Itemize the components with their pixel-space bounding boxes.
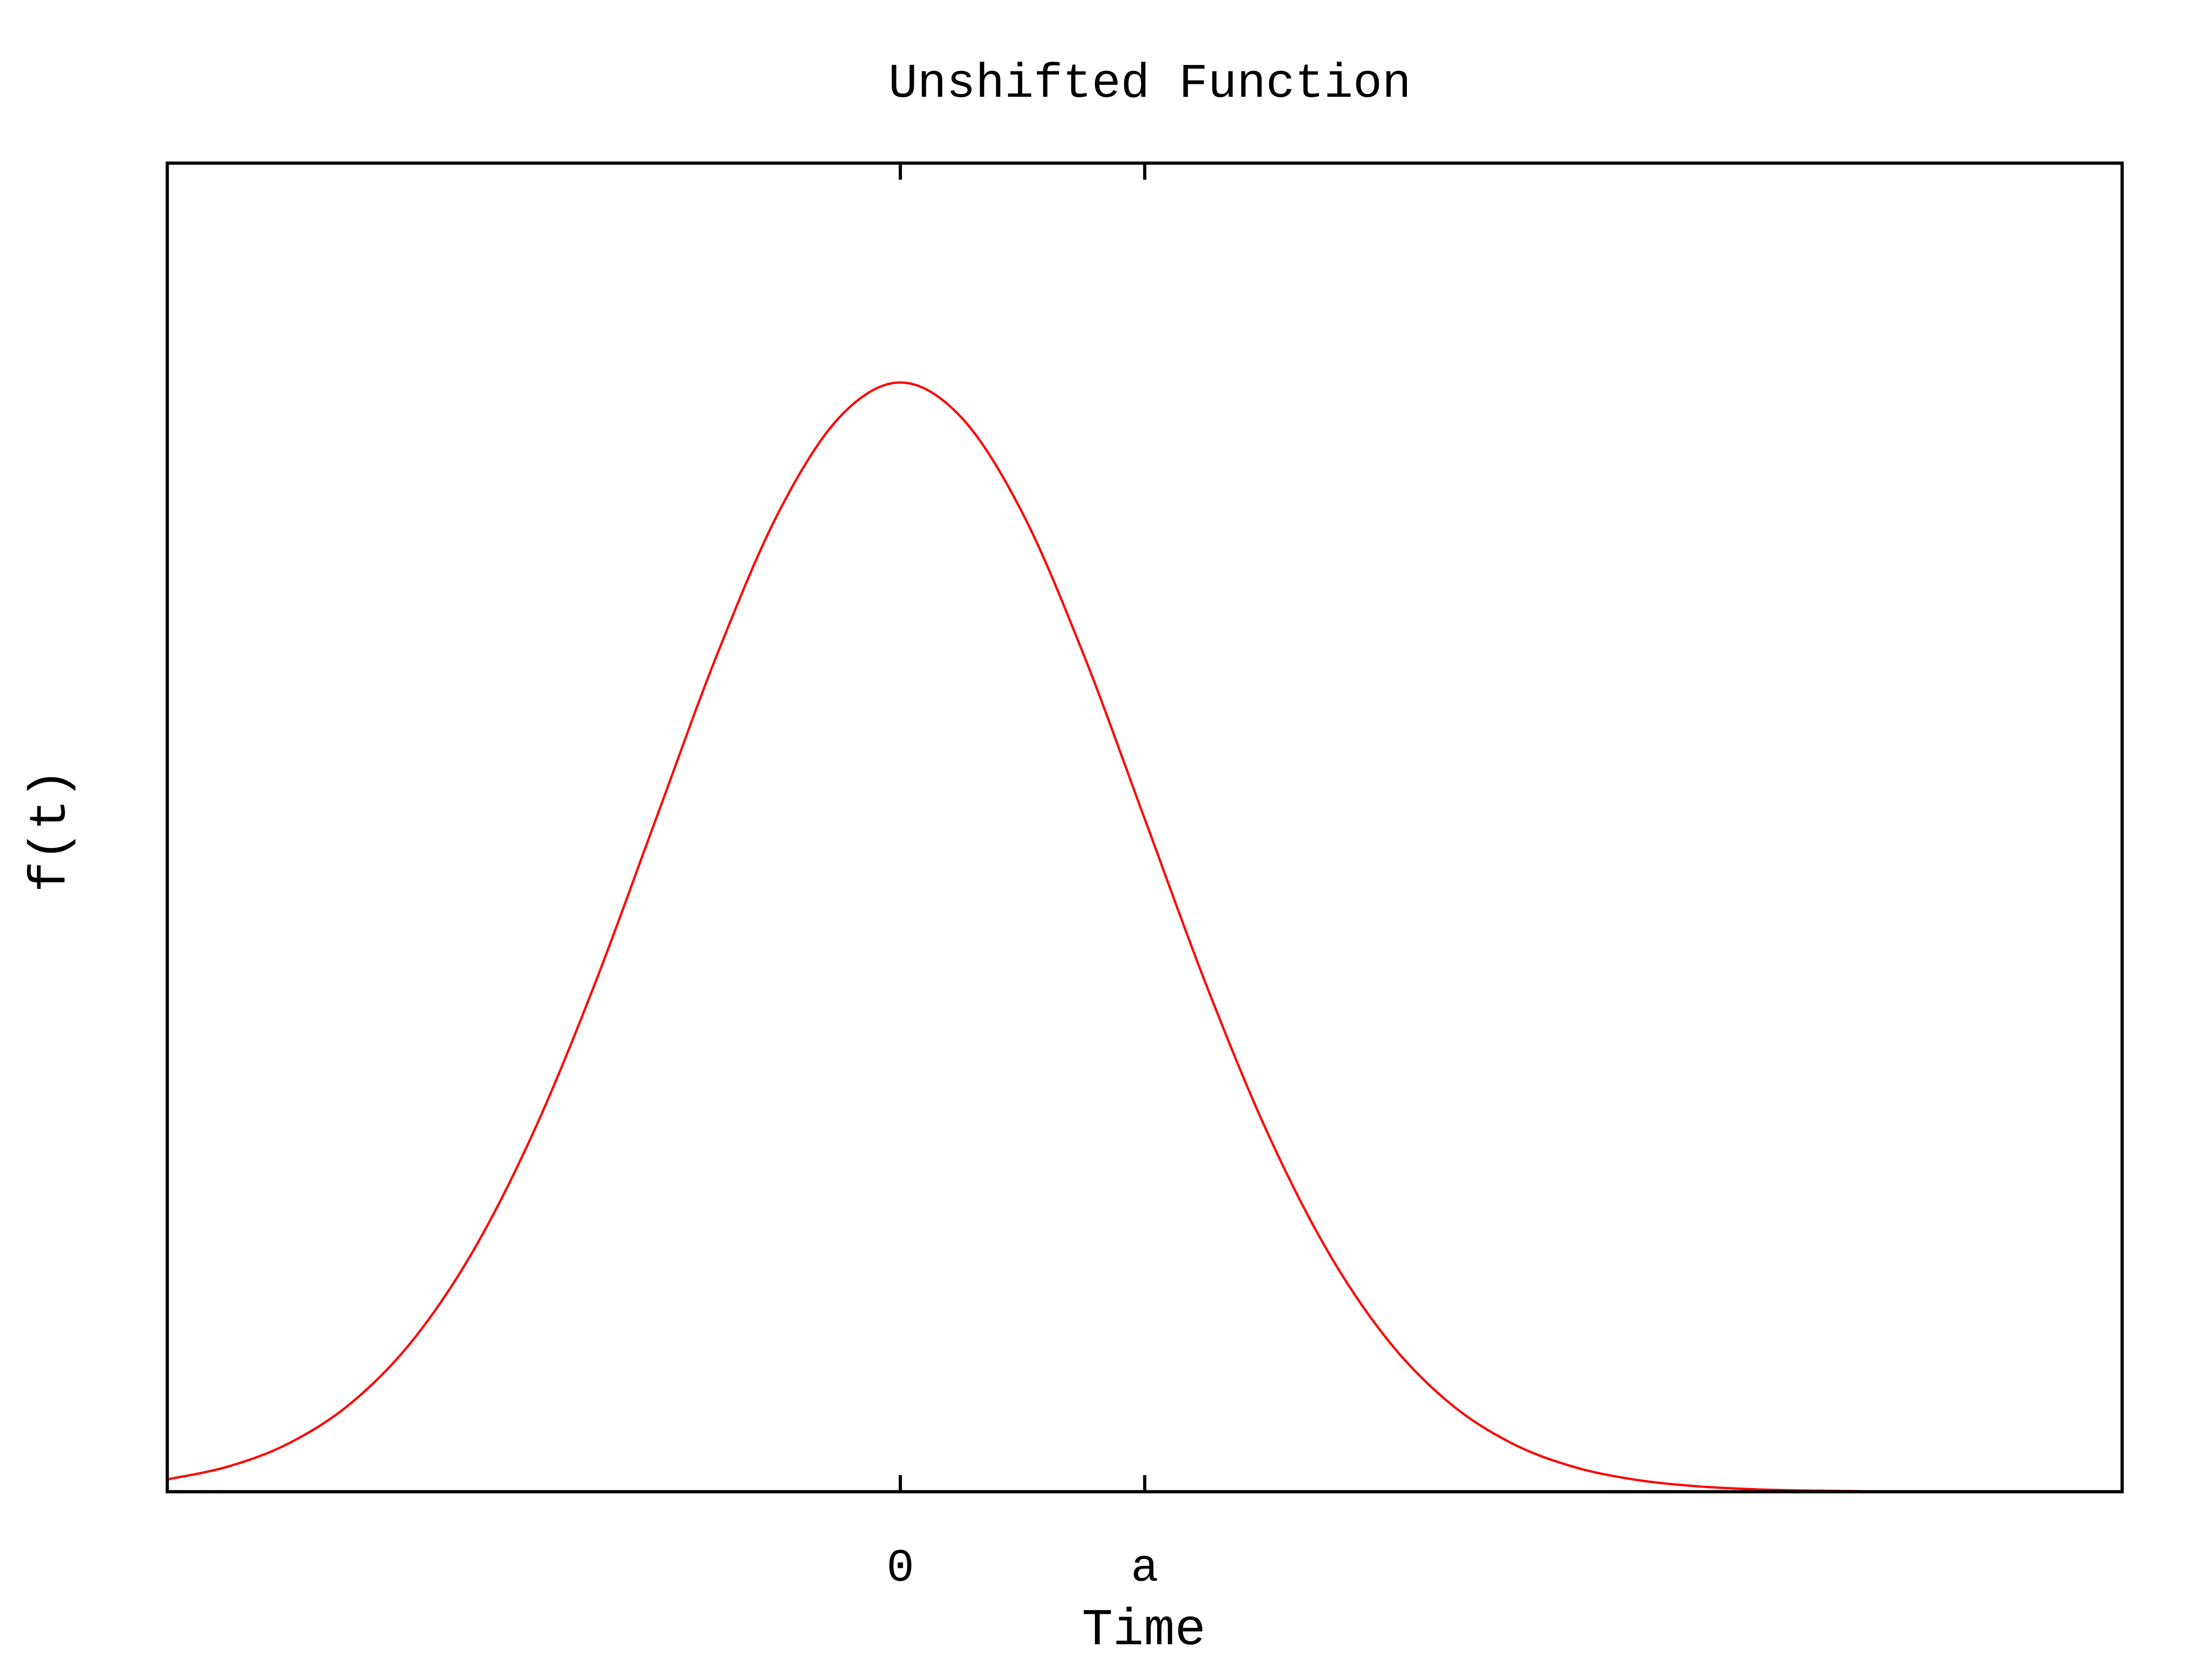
series-line [167,381,2122,1493]
x-tick-label: a [1131,1543,1159,1595]
y-axis-label: f(t) [22,769,80,893]
x-tick-label: 0 [887,1543,914,1595]
x-axis-label: Time [1082,1601,1206,1659]
plot-area [167,381,2122,1493]
chart-title: Unshifted Function [888,57,1411,112]
